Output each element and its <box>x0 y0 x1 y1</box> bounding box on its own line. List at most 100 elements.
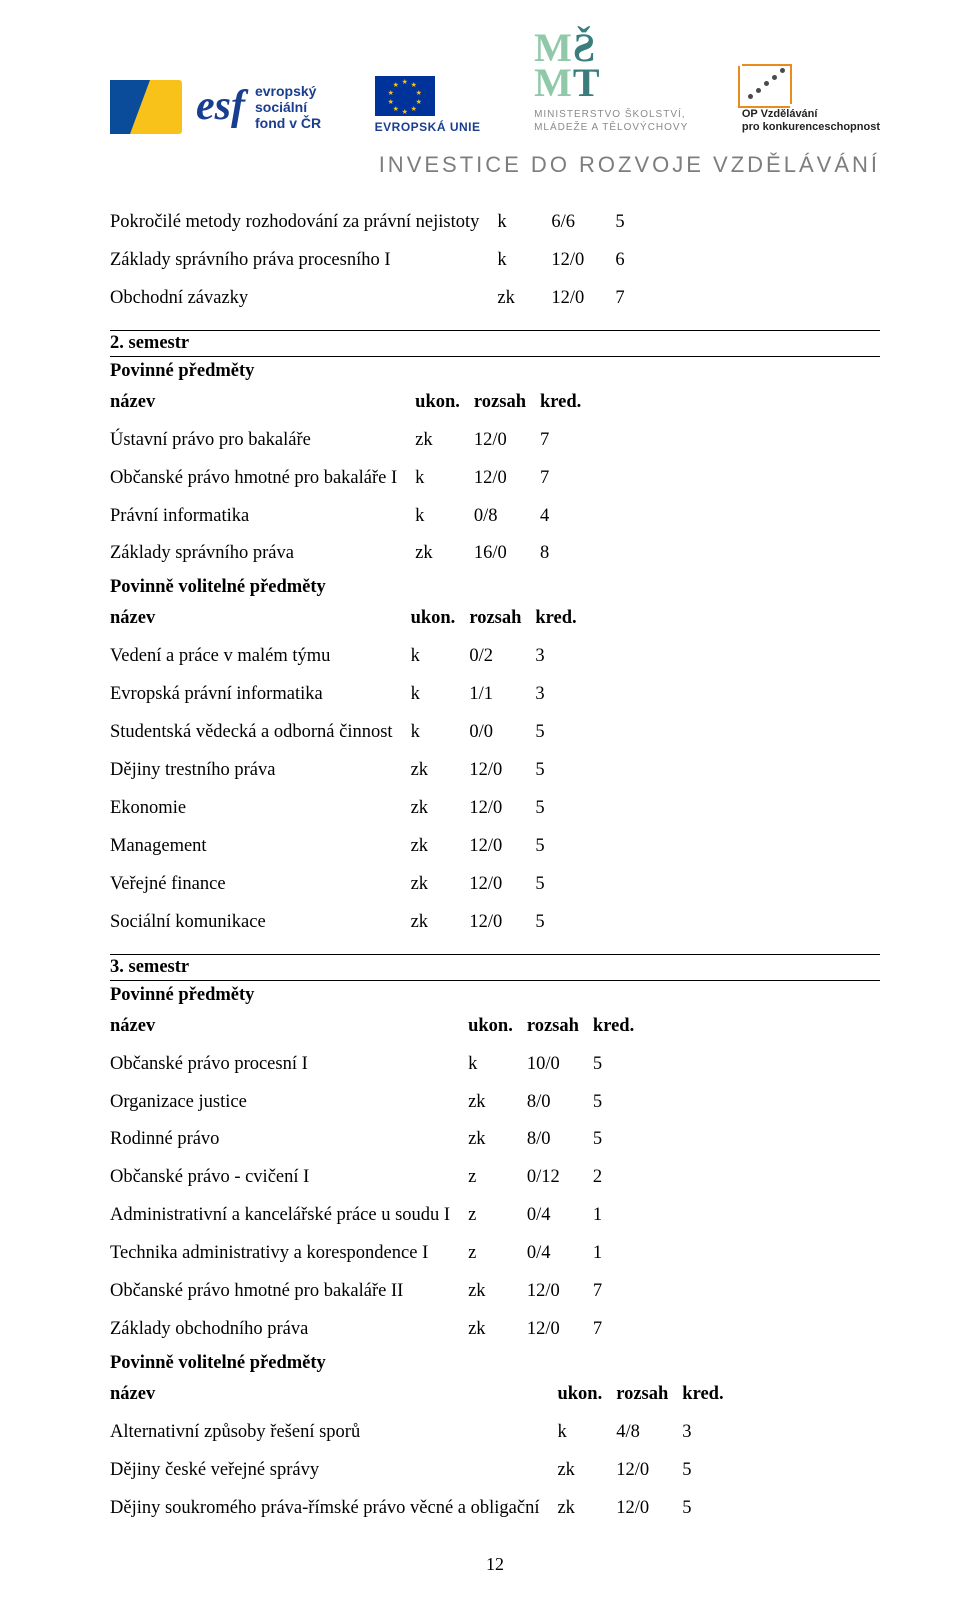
col-ukon: ukon. <box>557 1376 616 1414</box>
msmt-sub: MINISTERSTVO ŠKOLSTVÍ, MLÁDEŽE A TĚLOVÝC… <box>534 108 688 134</box>
course-rozsah: 12/0 <box>551 280 615 318</box>
col-ukon: ukon. <box>415 384 474 422</box>
msmt-logo-icon: MT <box>534 59 688 106</box>
table-row: Občanské právo procesní Ik10/05 <box>110 1046 648 1084</box>
course-rozsah: 12/0 <box>616 1490 682 1528</box>
course-rozsah: 16/0 <box>474 535 540 573</box>
course-kred: 5 <box>593 1121 648 1159</box>
course-name: Vedení a práce v malém týmu <box>110 638 411 676</box>
eu-stars-icon: ★★ ★★ ★★ ★★ ★★ <box>389 80 421 112</box>
course-ukon: k <box>497 204 551 242</box>
course-table: název ukon. rozsah kred. Alternativní zp… <box>110 1376 738 1528</box>
table-row: Rodinné právozk8/05 <box>110 1121 648 1159</box>
course-rozsah: 0/8 <box>474 498 540 536</box>
course-name: Studentská vědecká a odborná činnost <box>110 714 411 752</box>
course-name: Občanské právo procesní I <box>110 1046 468 1084</box>
table-row: Vedení a práce v malém týmuk0/23 <box>110 638 591 676</box>
course-rozsah: 12/0 <box>551 242 615 280</box>
msmt-logo: MŠ MT MINISTERSTVO ŠKOLSTVÍ, MLÁDEŽE A T… <box>534 24 688 134</box>
course-kred: 7 <box>593 1273 648 1311</box>
col-nazev: název <box>110 1376 557 1414</box>
course-name: Ústavní právo pro bakaláře <box>110 422 415 460</box>
page-number: 12 <box>110 1554 880 1575</box>
table-header-row: název ukon. rozsah kred. <box>110 1008 648 1046</box>
header-logos: esf evropský sociální fond v ČR ★★ ★★ ★★… <box>110 24 880 134</box>
esf-flag-icon <box>110 80 182 134</box>
esf-line: sociální <box>255 99 321 115</box>
course-name: Základy správního práva <box>110 535 415 573</box>
col-kred: kred. <box>540 384 595 422</box>
course-rozsah: 8/0 <box>527 1084 593 1122</box>
course-name: Dějiny české veřejné správy <box>110 1452 557 1490</box>
course-name: Alternativní způsoby řešení sporů <box>110 1414 557 1452</box>
course-kred: 5 <box>535 904 590 942</box>
course-name: Dějiny soukromého práva-římské právo věc… <box>110 1490 557 1528</box>
msmt-line: MLÁDEŽE A TĚLOVÝCHOVY <box>534 121 688 134</box>
table-row: Dějiny české veřejné správyzk12/05 <box>110 1452 738 1490</box>
course-rozsah: 12/0 <box>527 1273 593 1311</box>
table-row: Základy správního práva procesního Ik12/… <box>110 242 645 280</box>
course-rozsah: 0/2 <box>469 638 535 676</box>
course-kred: 3 <box>535 638 590 676</box>
page: esf evropský sociální fond v ČR ★★ ★★ ★★… <box>0 0 960 1615</box>
investice-tagline: INVESTICE DO ROZVOJE VZDĚLÁVÁNÍ <box>110 152 880 178</box>
course-rozsah: 12/0 <box>469 790 535 828</box>
table-row: Managementzk12/05 <box>110 828 591 866</box>
course-name: Organizace justice <box>110 1084 468 1122</box>
course-kred: 3 <box>682 1414 737 1452</box>
course-name: Veřejné finance <box>110 866 411 904</box>
col-nazev: název <box>110 600 411 638</box>
esf-text: evropský sociální fond v ČR <box>255 83 321 131</box>
table-row: Právní informatikak0/84 <box>110 498 595 536</box>
course-name: Management <box>110 828 411 866</box>
col-nazev: název <box>110 384 415 422</box>
course-ukon: zk <box>557 1490 616 1528</box>
course-name: Technika administrativy a korespondence … <box>110 1235 468 1273</box>
esf-logo: esf evropský sociální fond v ČR <box>110 80 321 134</box>
semester-section: 2. semestr <box>110 330 880 357</box>
course-ukon: zk <box>411 866 470 904</box>
course-name: Občanské právo hmotné pro bakaláře I <box>110 460 415 498</box>
group-heading: Povinné předměty <box>110 981 880 1008</box>
esf-script: esf <box>192 88 245 126</box>
course-kred: 8 <box>540 535 595 573</box>
course-ukon: k <box>411 676 470 714</box>
course-kred: 7 <box>615 280 645 318</box>
course-ukon: zk <box>468 1121 527 1159</box>
course-kred: 7 <box>540 422 595 460</box>
table-header-row: název ukon. rozsah kred. <box>110 600 591 638</box>
course-ukon: zk <box>468 1084 527 1122</box>
table-row: Pokročilé metody rozhodování za právní n… <box>110 204 645 242</box>
course-ukon: k <box>411 714 470 752</box>
course-name: Ekonomie <box>110 790 411 828</box>
course-rozsah: 0/0 <box>469 714 535 752</box>
table-row: Občanské právo - cvičení Iz0/122 <box>110 1159 648 1197</box>
col-kred: kred. <box>535 600 590 638</box>
course-rozsah: 0/12 <box>527 1159 593 1197</box>
op-text: OP Vzdělávání pro konkurenceschopnost <box>742 108 880 134</box>
course-name: Evropská právní informatika <box>110 676 411 714</box>
course-ukon: zk <box>415 535 474 573</box>
course-kred: 7 <box>593 1311 648 1349</box>
course-rozsah: 12/0 <box>469 904 535 942</box>
esf-line: evropský <box>255 83 321 99</box>
course-kred: 1 <box>593 1197 648 1235</box>
op-line: OP Vzdělávání <box>742 108 880 121</box>
group-heading: Povinně volitelné předměty <box>110 1349 880 1376</box>
course-rozsah: 12/0 <box>616 1452 682 1490</box>
table-row: Technika administrativy a korespondence … <box>110 1235 648 1273</box>
course-rozsah: 12/0 <box>474 460 540 498</box>
course-rozsah: 12/0 <box>527 1311 593 1349</box>
course-ukon: k <box>411 638 470 676</box>
course-rozsah: 12/0 <box>469 866 535 904</box>
course-kred: 4 <box>540 498 595 536</box>
col-ukon: ukon. <box>411 600 470 638</box>
op-icon <box>742 64 792 104</box>
col-rozsah: rozsah <box>527 1008 593 1046</box>
course-ukon: zk <box>411 828 470 866</box>
course-name: Základy správního práva procesního I <box>110 242 497 280</box>
course-name: Občanské právo - cvičení I <box>110 1159 468 1197</box>
course-kred: 5 <box>682 1452 737 1490</box>
course-ukon: k <box>557 1414 616 1452</box>
course-name: Rodinné právo <box>110 1121 468 1159</box>
